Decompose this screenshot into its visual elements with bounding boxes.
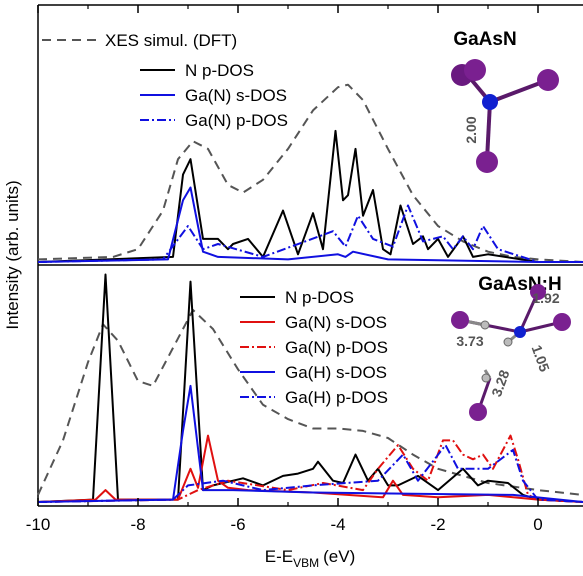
x-label-unit: (eV) (323, 547, 355, 566)
distance-label: 2.00 (463, 116, 479, 143)
distance-label: 3.73 (456, 333, 483, 349)
legend-label: N p-DOS (285, 288, 354, 307)
legend-label: XES simul. (DFT) (105, 31, 237, 50)
x-tick-label: -4 (330, 515, 345, 534)
x-label-sub: VBM (293, 556, 319, 570)
legend-label: Ga(H) s-DOS (285, 363, 387, 382)
chart: Intensity (arb. units) E-EVBM(eV) GaAsN … (0, 0, 583, 571)
distance-label: 1.05 (529, 343, 553, 374)
series-line (38, 131, 583, 262)
x-tick-label: -10 (26, 515, 51, 534)
distance-label: 1.92 (532, 290, 559, 306)
series-line (38, 85, 583, 262)
legend-label: Ga(N) p-DOS (285, 338, 388, 357)
legend-label: N p-DOS (185, 61, 254, 80)
x-tick-label: -8 (130, 515, 145, 534)
x-tick-label: -2 (430, 515, 445, 534)
legend-label: Ga(N) s-DOS (285, 313, 387, 332)
x-label-main: E-E (265, 547, 293, 566)
y-axis-label: Intensity (arb. units) (3, 180, 22, 329)
x-axis-label: E-EVBM (eV) (265, 547, 355, 570)
distance-label: 3.28 (488, 368, 512, 399)
x-tick-label: 0 (533, 515, 542, 534)
legends: XES simul. (DFT) N p-DOS Ga(N) s-DOS Ga(N) … (42, 31, 388, 407)
legend-label: Ga(H) p-DOS (285, 388, 388, 407)
legend-label: Ga(N) p-DOS (185, 111, 288, 130)
panel-title: GaAsN (453, 29, 516, 50)
legend-label: Ga(N) s-DOS (185, 86, 287, 105)
molecule-top (451, 59, 559, 173)
x-tick-label: -6 (230, 515, 245, 534)
